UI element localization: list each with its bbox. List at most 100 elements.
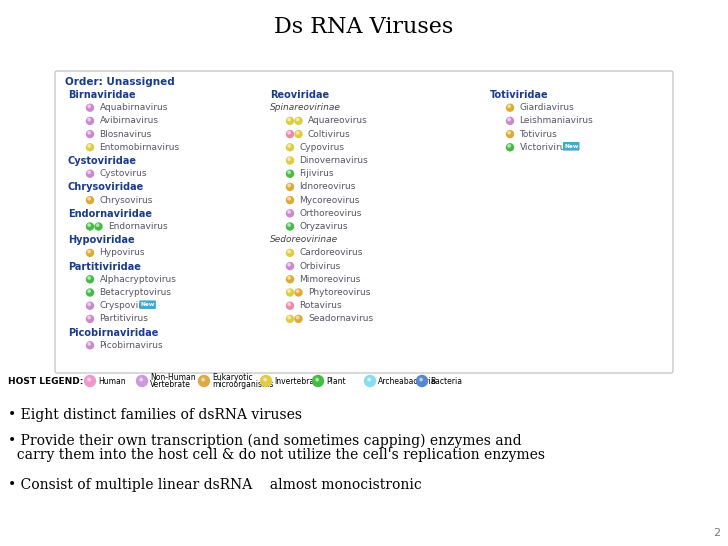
Circle shape	[507, 144, 513, 151]
Text: • Eight distinct families of dsRNA viruses: • Eight distinct families of dsRNA virus…	[8, 408, 302, 422]
Circle shape	[288, 316, 290, 319]
Circle shape	[88, 250, 90, 253]
Circle shape	[137, 376, 148, 387]
Circle shape	[287, 276, 293, 283]
Text: Giardiavirus: Giardiavirus	[520, 103, 574, 112]
Circle shape	[288, 224, 290, 227]
Circle shape	[264, 378, 266, 381]
Circle shape	[365, 376, 376, 387]
Circle shape	[88, 290, 90, 293]
Circle shape	[288, 171, 290, 174]
Text: Hypovirus: Hypovirus	[100, 248, 145, 257]
FancyBboxPatch shape	[563, 142, 579, 151]
Circle shape	[287, 250, 293, 257]
Circle shape	[288, 290, 290, 293]
Circle shape	[288, 211, 290, 213]
Text: Cystovirus: Cystovirus	[100, 169, 147, 178]
Text: Sedoreovirinae: Sedoreovirinae	[270, 235, 338, 244]
Text: New: New	[141, 302, 155, 307]
Circle shape	[288, 184, 290, 187]
Text: Aquabirnavirus: Aquabirnavirus	[100, 103, 168, 112]
Circle shape	[287, 183, 293, 191]
Circle shape	[295, 316, 302, 322]
Text: carry them into the host cell & do not utilize the cell's replication enzymes: carry them into the host cell & do not u…	[8, 448, 545, 462]
Circle shape	[288, 132, 290, 134]
Circle shape	[288, 277, 290, 279]
Circle shape	[88, 171, 90, 174]
Circle shape	[88, 303, 90, 306]
Text: Vertebrate: Vertebrate	[150, 380, 191, 389]
Text: Leishmaniavirus: Leishmaniavirus	[520, 116, 593, 126]
Circle shape	[288, 145, 290, 147]
Circle shape	[295, 289, 302, 296]
Circle shape	[287, 170, 293, 177]
Circle shape	[87, 144, 93, 151]
Text: Avibirnavirus: Avibirnavirus	[100, 116, 159, 126]
Text: Hypoviridae: Hypoviridae	[68, 235, 135, 245]
Circle shape	[296, 132, 299, 134]
Text: Plant: Plant	[326, 377, 346, 385]
Text: 2: 2	[713, 528, 720, 538]
Circle shape	[88, 145, 90, 147]
Circle shape	[87, 316, 93, 322]
Circle shape	[287, 223, 293, 230]
Circle shape	[202, 378, 205, 381]
Text: Idnoreovirus: Idnoreovirus	[299, 182, 356, 192]
Text: Invertebrate: Invertebrate	[274, 377, 322, 385]
Circle shape	[88, 132, 90, 134]
FancyBboxPatch shape	[139, 300, 156, 309]
Circle shape	[508, 132, 510, 134]
Text: Fijivirus: Fijivirus	[299, 169, 334, 178]
Text: Orbivirus: Orbivirus	[299, 262, 341, 271]
Circle shape	[296, 316, 299, 319]
Circle shape	[287, 144, 293, 151]
Text: Phytoreovirus: Phytoreovirus	[308, 288, 371, 297]
Circle shape	[199, 376, 210, 387]
Circle shape	[416, 376, 427, 387]
Text: Endornavirus: Endornavirus	[108, 222, 167, 231]
Text: Mimoreovirus: Mimoreovirus	[299, 275, 361, 284]
Text: Archeabacteria: Archeabacteria	[378, 377, 437, 385]
Circle shape	[87, 104, 93, 111]
Circle shape	[87, 250, 93, 257]
Text: Partitiviridae: Partitiviridae	[68, 262, 141, 271]
Circle shape	[287, 130, 293, 138]
Circle shape	[368, 378, 371, 381]
Text: Order: Unassigned: Order: Unassigned	[65, 77, 175, 87]
Text: Alphacryptovirus: Alphacryptovirus	[100, 275, 176, 284]
Text: Victorivirus: Victorivirus	[520, 143, 571, 152]
Circle shape	[96, 224, 99, 227]
Circle shape	[507, 104, 513, 111]
Text: Cystoviridae: Cystoviridae	[68, 156, 137, 166]
FancyBboxPatch shape	[55, 71, 673, 373]
Circle shape	[95, 223, 102, 230]
Circle shape	[88, 277, 90, 279]
Circle shape	[287, 157, 293, 164]
Circle shape	[287, 316, 293, 322]
Text: Betacryptovirus: Betacryptovirus	[100, 288, 172, 297]
Circle shape	[420, 378, 422, 381]
Circle shape	[508, 145, 510, 147]
Circle shape	[287, 263, 293, 270]
Text: Ds RNA Viruses: Ds RNA Viruses	[274, 16, 454, 38]
Text: Entomobirnavirus: Entomobirnavirus	[100, 143, 180, 152]
Circle shape	[288, 158, 290, 161]
Text: Picobirnavirus: Picobirnavirus	[100, 341, 163, 350]
Circle shape	[88, 316, 90, 319]
Text: Seadornavirus: Seadornavirus	[308, 314, 373, 323]
Circle shape	[296, 118, 299, 121]
Circle shape	[288, 263, 290, 266]
Text: Non-Human: Non-Human	[150, 373, 196, 382]
Text: Cryspovirus: Cryspovirus	[100, 301, 153, 310]
Text: Cardoreovirus: Cardoreovirus	[299, 248, 363, 257]
Circle shape	[88, 198, 90, 200]
Text: Eukaryotic: Eukaryotic	[212, 373, 253, 382]
Circle shape	[508, 118, 510, 121]
Circle shape	[88, 378, 90, 381]
Circle shape	[287, 197, 293, 204]
Circle shape	[88, 342, 90, 345]
Circle shape	[295, 117, 302, 124]
Text: Spinareovirinae: Spinareovirinae	[270, 103, 341, 112]
Circle shape	[87, 223, 93, 230]
Circle shape	[287, 210, 293, 217]
